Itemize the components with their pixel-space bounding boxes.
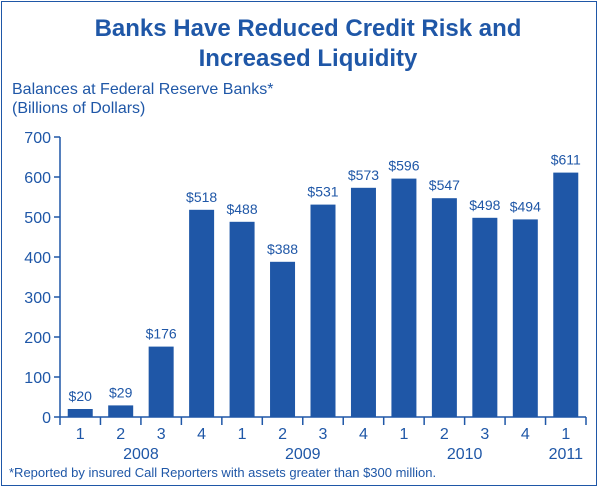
- x-tick-label: 2: [440, 426, 449, 443]
- bar: [350, 187, 376, 417]
- y-tick-label: 100: [24, 370, 51, 387]
- x-tick-label: 1: [561, 426, 570, 443]
- x-tick-label: 4: [521, 426, 530, 443]
- data-label: $494: [510, 198, 541, 214]
- y-tick-label: 400: [24, 250, 51, 267]
- x-year-label: 2008: [123, 446, 159, 463]
- x-tick-label: 3: [319, 426, 328, 443]
- x-year-label: 2011: [549, 446, 584, 463]
- bar: [472, 217, 498, 417]
- x-axis: 1 2 3 4 1 2 3 4 1 2 3 4 1 2008 2009 2010 2011: [59, 416, 587, 463]
- data-label: $518: [186, 189, 217, 205]
- chart-subtitle-line-2: (Billions of Dollars): [12, 100, 145, 117]
- chart-title-line-1: Banks Have Reduced Credit Risk and: [95, 15, 522, 42]
- y-tick-label: 700: [24, 130, 51, 147]
- bar: [553, 172, 579, 417]
- data-label: $573: [348, 167, 379, 183]
- chart-subtitle-line-1: Balances at Federal Reserve Banks*: [12, 81, 273, 98]
- data-label: $176: [146, 326, 177, 342]
- x-tick-label: 1: [238, 426, 247, 443]
- y-tick-label: 600: [24, 170, 51, 187]
- y-tick-label: 500: [24, 210, 51, 227]
- footnote: *Reported by insured Call Reporters with…: [9, 465, 436, 480]
- x-tick-label: 4: [197, 426, 206, 443]
- data-label: $547: [429, 177, 460, 193]
- x-tick-label: 3: [157, 426, 166, 443]
- data-label: $488: [226, 201, 257, 217]
- bar: [391, 178, 417, 417]
- y-axis: 0 100 200 300 400 500 600 700: [24, 130, 61, 427]
- bar: [189, 209, 215, 417]
- bar: [512, 219, 538, 417]
- bar: [108, 405, 134, 417]
- bar: [229, 221, 255, 417]
- data-label: $388: [267, 241, 298, 257]
- data-label: $531: [307, 184, 338, 200]
- x-tick-label: 2: [116, 426, 125, 443]
- x-tick-label: 2: [278, 426, 287, 443]
- x-tick-label: 1: [399, 426, 408, 443]
- y-tick-label: 200: [24, 330, 51, 347]
- bar: [270, 261, 296, 417]
- x-tick-label: 1: [76, 426, 85, 443]
- y-tick-label: 0: [42, 410, 51, 427]
- x-year-label: 2009: [285, 446, 321, 463]
- bars: $20 $29 $176 $518 $488 $388 $531 $573 $596 $547 $4…: [67, 152, 581, 417]
- chart-title-line-2: Increased Liquidity: [199, 45, 418, 72]
- x-tick-label: 3: [480, 426, 489, 443]
- data-label: $498: [469, 197, 500, 213]
- bar: [310, 204, 336, 417]
- bar: [431, 198, 457, 417]
- x-year-label: 2010: [447, 446, 483, 463]
- data-label: $29: [109, 384, 133, 400]
- x-tick-label: 4: [359, 426, 368, 443]
- data-label: $596: [388, 158, 419, 174]
- data-label: $20: [69, 388, 93, 404]
- y-tick-label: 300: [24, 290, 51, 307]
- bar: [67, 409, 93, 417]
- bar: [148, 346, 174, 417]
- data-label: $611: [551, 152, 581, 168]
